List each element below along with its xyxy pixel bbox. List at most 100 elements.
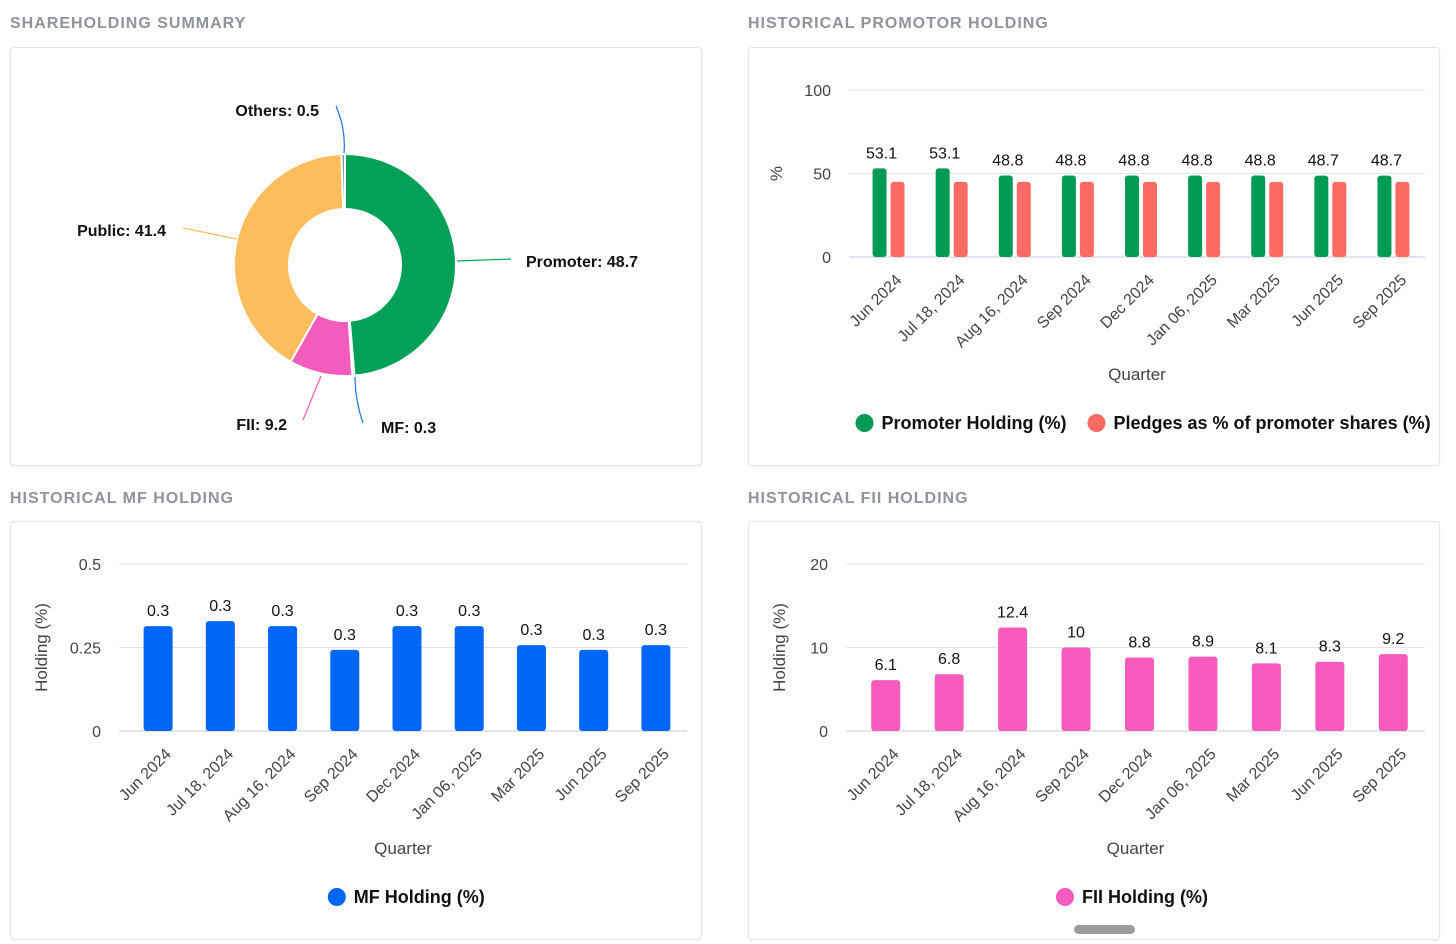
x-tick-label: Dec 2024 bbox=[363, 746, 424, 807]
legend-marker-mf bbox=[327, 888, 346, 906]
bar-pledges bbox=[1079, 181, 1094, 257]
x-axis-title: Quarter bbox=[374, 839, 432, 858]
x-tick-label: Jun 2025 bbox=[552, 746, 611, 805]
bar-promoter bbox=[1188, 175, 1203, 257]
y-tick-label: 20 bbox=[810, 557, 828, 574]
pie-label-others: Others: 0.5 bbox=[235, 103, 319, 120]
data-label: 6.8 bbox=[938, 651, 960, 668]
bar-fii bbox=[1251, 663, 1281, 731]
pie-label-promoter: Promoter: 48.7 bbox=[526, 254, 638, 271]
bar-mf bbox=[579, 649, 609, 731]
bar-fii bbox=[1378, 654, 1408, 731]
bar-mf bbox=[392, 626, 422, 731]
y-tick-label: 50 bbox=[813, 167, 831, 184]
pie-slice-others bbox=[340, 152, 346, 211]
pie-slice-public bbox=[233, 153, 345, 364]
x-tick-label: Sep 2025 bbox=[1350, 746, 1411, 807]
data-label: 8.9 bbox=[1192, 634, 1214, 651]
y-axis-title: Holding (%) bbox=[770, 603, 789, 692]
data-label: 48.8 bbox=[1245, 153, 1276, 170]
x-tick-label: Jun 2025 bbox=[1289, 272, 1348, 331]
data-label: 53.1 bbox=[866, 145, 897, 162]
data-label: 0.3 bbox=[271, 603, 293, 620]
bar-pledges bbox=[953, 181, 968, 257]
data-label: 48.8 bbox=[992, 153, 1023, 170]
y-tick-label: 0 bbox=[819, 724, 828, 741]
y-axis-title: % bbox=[767, 166, 786, 181]
bar-mf bbox=[454, 626, 484, 731]
data-label: 0.3 bbox=[209, 598, 231, 615]
bar-promoter bbox=[1125, 175, 1139, 257]
data-label: 48.7 bbox=[1371, 153, 1402, 170]
x-tick-label: Mar 2025 bbox=[488, 746, 548, 806]
data-label: 0.3 bbox=[520, 622, 542, 639]
data-label: 8.8 bbox=[1128, 635, 1150, 652]
bar-mf bbox=[330, 649, 360, 731]
data-label: 0.3 bbox=[334, 627, 356, 644]
bar-promoter bbox=[998, 175, 1013, 257]
x-tick-label: Jun 2024 bbox=[116, 746, 175, 805]
x-tick-label: Jun 2025 bbox=[1288, 746, 1347, 805]
leader-line-promoter bbox=[456, 258, 512, 262]
y-tick-label: 10 bbox=[810, 641, 828, 658]
bar-mf bbox=[205, 621, 235, 731]
bar-promoter bbox=[1061, 175, 1076, 257]
x-tick-label: Sep 2024 bbox=[1034, 272, 1095, 333]
bar-fii bbox=[871, 680, 901, 731]
data-label: 0.3 bbox=[583, 627, 605, 644]
legend-marker-pledges bbox=[1087, 414, 1106, 432]
bar-fii bbox=[1315, 661, 1345, 731]
shareholding-summary-title: SHAREHOLDING SUMMARY bbox=[10, 15, 247, 32]
data-label: 0.3 bbox=[645, 622, 667, 639]
legend-marker-fii bbox=[1056, 888, 1074, 906]
y-tick-label: 0 bbox=[92, 724, 101, 741]
pie-label-mf: MF: 0.3 bbox=[381, 420, 436, 437]
fii-holding-panel: 0 10 20 Holding (%) 6.1 Jun 2024 6.8 Jul 18, 20… bbox=[748, 521, 1440, 940]
data-label: 53.1 bbox=[929, 145, 960, 162]
y-tick-label: 0.5 bbox=[79, 557, 101, 574]
x-tick-label: Sep 2024 bbox=[301, 746, 362, 807]
y-tick-label: 0 bbox=[822, 250, 831, 267]
promoter-holding-panel: 0 50 100% 53.1 Jun 2024 53.1 Jul 18, 2024 48.8 A… bbox=[748, 47, 1440, 466]
data-label: 0.3 bbox=[458, 603, 480, 620]
data-label: 0.3 bbox=[396, 603, 418, 620]
bar-pledges bbox=[1206, 181, 1221, 257]
fii-holding-title: HISTORICAL FII HOLDING bbox=[748, 490, 969, 507]
data-label: 48.8 bbox=[1182, 153, 1213, 170]
mf-holding-panel: 0 0.25 0.5 Holding (%) 0.3 Jun 2024 0.3 Jul 18,… bbox=[10, 521, 702, 940]
x-tick-label: Jun 2024 bbox=[847, 272, 906, 331]
data-label: 6.1 bbox=[875, 657, 897, 674]
bar-fii bbox=[998, 627, 1028, 731]
promoter-holding-title: HISTORICAL PROMOTOR HOLDING bbox=[748, 15, 1049, 32]
horizontal-scrollbar[interactable] bbox=[1074, 925, 1135, 934]
data-label: 8.3 bbox=[1319, 639, 1341, 656]
x-tick-label: Dec 2024 bbox=[1097, 272, 1158, 333]
donut-chart: Promoter: 48.7 MF: 0.3 FII: 9.2 Public: 41.… bbox=[77, 103, 638, 437]
bar-pledges bbox=[1143, 181, 1157, 257]
leader-line-others bbox=[335, 105, 345, 154]
data-label: 48.8 bbox=[1118, 153, 1149, 170]
bar-mf bbox=[641, 645, 671, 731]
bar-fii bbox=[1061, 647, 1091, 731]
y-tick-label: 100 bbox=[804, 83, 831, 100]
data-label: 10 bbox=[1067, 625, 1085, 642]
x-tick-label: Mar 2025 bbox=[1223, 746, 1283, 806]
bar-mf bbox=[143, 626, 173, 731]
bar-pledges bbox=[1395, 181, 1410, 257]
bar-promoter bbox=[872, 168, 887, 257]
bar-mf bbox=[516, 645, 546, 731]
legend-label: FII Holding (%) bbox=[1082, 887, 1208, 907]
pie-label-public: Public: 41.4 bbox=[77, 223, 166, 240]
pie-slice-promoter bbox=[344, 152, 458, 377]
bar-promoter bbox=[1377, 175, 1392, 257]
x-tick-label: Jun 2024 bbox=[844, 746, 903, 805]
bar-promoter bbox=[935, 168, 950, 257]
x-axis-title: Quarter bbox=[1107, 839, 1165, 858]
y-tick-label: 0.25 bbox=[70, 641, 101, 658]
legend-label: MF Holding (%) bbox=[354, 887, 485, 907]
data-label: 0.3 bbox=[147, 603, 169, 620]
mf-holding-title: HISTORICAL MF HOLDING bbox=[10, 490, 234, 507]
bar-mf bbox=[268, 626, 298, 731]
